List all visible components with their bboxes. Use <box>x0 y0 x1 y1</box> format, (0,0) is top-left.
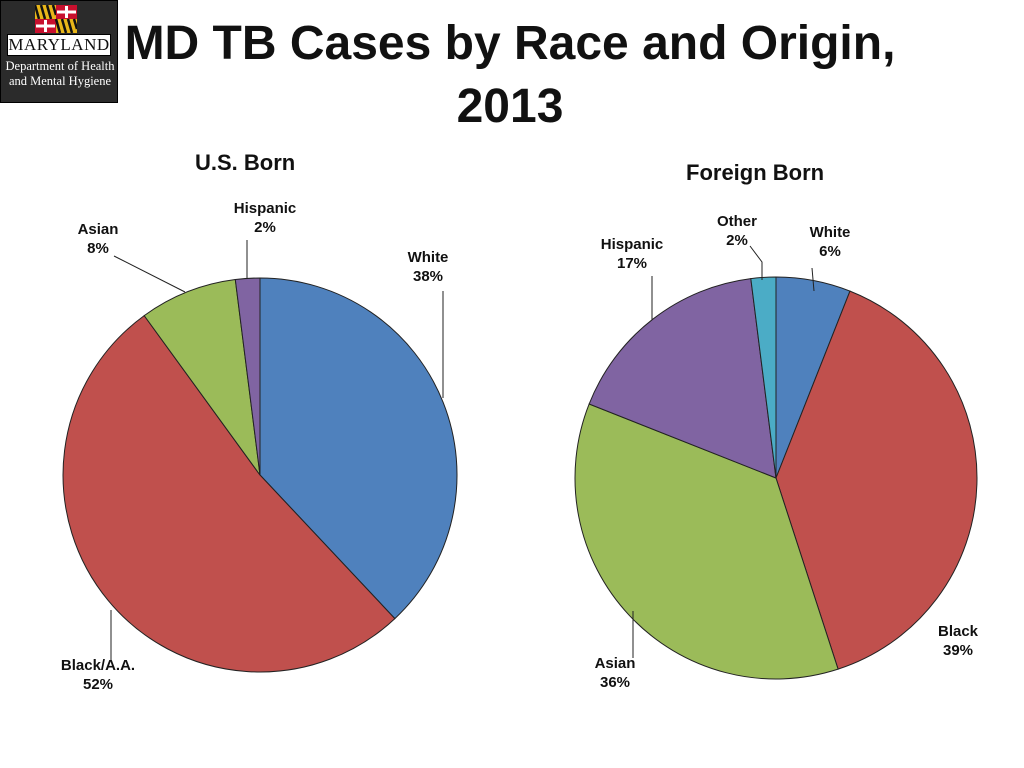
pie0-slice-hispanic <box>234 277 261 476</box>
mdhmh-logo: MARYLAND Department of Health and Mental… <box>0 0 118 103</box>
pie0-slice-white <box>259 277 458 620</box>
pie1-leader-white <box>811 267 815 292</box>
maryland-flag-icon <box>35 5 77 33</box>
pie1-value-hispanic: 17% <box>617 255 647 272</box>
pie0-value-hispanic: 2% <box>254 219 276 236</box>
pie1-label-asian: Asian <box>595 655 636 672</box>
pie0-value-white: 38% <box>413 268 443 285</box>
pie0-label-asian: Asian <box>78 221 119 238</box>
pie0-label-black-a-a: Black/A.A. <box>61 657 135 674</box>
foreign-born-chart-title: Foreign Born <box>686 160 825 185</box>
pie1-label-black: Black <box>938 623 979 640</box>
pie1-label-white: White <box>810 224 851 241</box>
logo-dept-line2: and Mental Hygiene <box>8 74 112 88</box>
pie1-slice-hispanic <box>588 278 777 479</box>
page-title: MD TB Cases by Race and Origin, 2013 <box>124 17 896 133</box>
pie1-label-other: Other <box>717 213 757 230</box>
logo-state-name: MARYLAND <box>7 34 111 56</box>
pie1-slice-black <box>775 290 978 670</box>
pie0-label-hispanic: Hispanic <box>234 200 297 217</box>
pie1-value-other: 2% <box>726 232 748 249</box>
us-born-chart-title: U.S. Born <box>195 150 296 175</box>
pie1-value-asian: 36% <box>600 674 630 691</box>
pie1-value-black: 39% <box>943 642 973 659</box>
pie1-label-hispanic: Hispanic <box>601 236 664 253</box>
pie0-label-white: White <box>408 249 449 266</box>
logo-dept-line1: Department of Health <box>5 59 115 73</box>
logo-department-name: Department of Health and Mental Hygiene <box>3 59 117 89</box>
pie0-value-asian: 8% <box>87 240 109 257</box>
pie1-slice-other <box>750 276 777 479</box>
pie0-slice-black-a-a <box>62 314 396 673</box>
pie1-leader-other <box>749 245 763 280</box>
pie0-leader-asian <box>113 255 186 293</box>
pie0-slice-asian <box>143 278 261 476</box>
pie1-value-white: 6% <box>819 243 841 260</box>
pie0-value-black-a-a: 52% <box>83 676 113 693</box>
pie1-slice-asian <box>574 403 839 680</box>
